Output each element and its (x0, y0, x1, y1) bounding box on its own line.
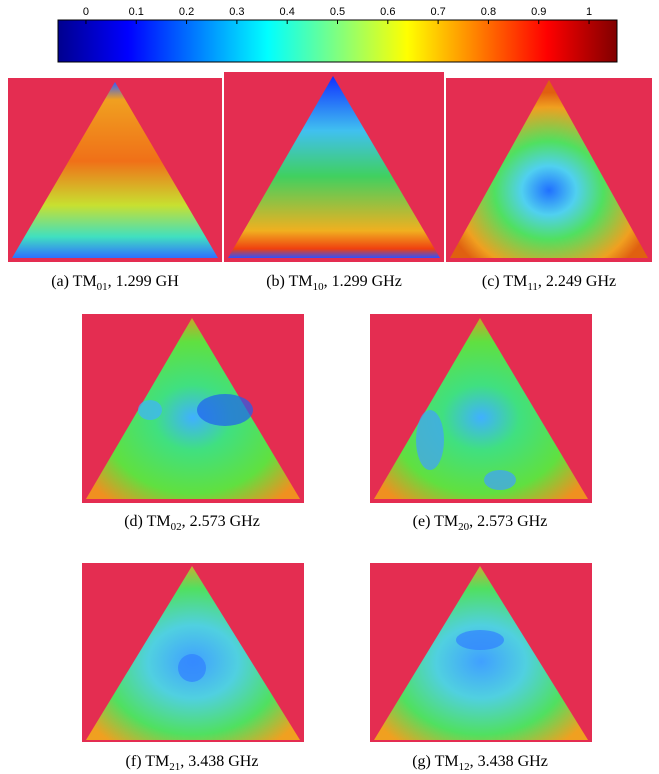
caption-label: (g) TM (412, 753, 458, 770)
colorbar-tick-label: 0.7 (430, 6, 445, 18)
caption-rest: , 1.299 GHz (324, 273, 402, 290)
caption-label: (e) TM (413, 513, 458, 530)
colorbar-tick-label: 0.6 (380, 6, 395, 18)
caption-sub: 20 (458, 521, 470, 533)
caption-rest: , 1.299 GH (108, 273, 180, 290)
caption-label: (c) TM (482, 273, 527, 290)
caption-sub: 01 (97, 281, 108, 293)
panel-a (8, 78, 222, 262)
colorbar-tick-label: 0.1 (129, 6, 144, 18)
panel-g (370, 563, 592, 742)
colorbar-tick-label: 0.8 (481, 6, 496, 18)
panel-b (224, 72, 444, 262)
caption-rest: , 2.249 GHz (538, 273, 616, 290)
caption-sub: 21 (169, 761, 180, 773)
colorbar-tick-label: 0 (83, 6, 89, 18)
colorbar-tick-label: 0.4 (280, 6, 295, 18)
caption-label: (b) TM (266, 273, 312, 290)
caption-rest: , 3.438 GHz (470, 753, 548, 770)
figure: 00.10.20.30.40.50.60.70.80.91 (a) TM01, … (0, 0, 659, 774)
caption-sub: 11 (527, 281, 538, 293)
colorbar-tick-label: 0.5 (330, 6, 345, 18)
panel-d (82, 314, 304, 503)
caption-rest: , 2.573 GHz (182, 513, 260, 530)
panel-c (446, 78, 652, 262)
colorbar-tick-label: 0.2 (179, 6, 194, 18)
colorbar-tick-label: 0.3 (229, 6, 244, 18)
panel-f (82, 563, 304, 742)
caption: (f) TM21, 3.438 GHz (126, 753, 259, 773)
caption: (a) TM01, 1.299 GH (51, 273, 179, 293)
caption: (d) TM02, 2.573 GHz (124, 513, 260, 533)
caption-sub: 12 (459, 761, 470, 773)
panel-e (370, 314, 592, 503)
caption-label: (a) TM (51, 273, 96, 290)
caption-sub: 02 (171, 521, 182, 533)
caption-rest: , 2.573 GHz (469, 513, 547, 530)
colorbar-scale (58, 20, 617, 62)
caption-label: (d) TM (124, 513, 170, 530)
caption: (c) TM11, 2.249 GHz (482, 273, 616, 293)
colorbar-tick-label: 1 (586, 6, 592, 18)
caption-rest: , 3.438 GHz (180, 753, 258, 770)
caption: (b) TM10, 1.299 GHz (266, 273, 402, 293)
caption-label: (f) TM (126, 753, 170, 770)
colorbar-tick-label: 0.9 (531, 6, 546, 18)
caption: (g) TM12, 3.438 GHz (412, 753, 548, 773)
colorbar: 0 0.1 0.2 0.3 0.4 0.5 0.6 0.7 0.8 0.9 1 (58, 6, 617, 62)
caption-sub: 10 (313, 281, 325, 293)
caption: (e) TM20, 2.573 GHz (413, 513, 548, 533)
